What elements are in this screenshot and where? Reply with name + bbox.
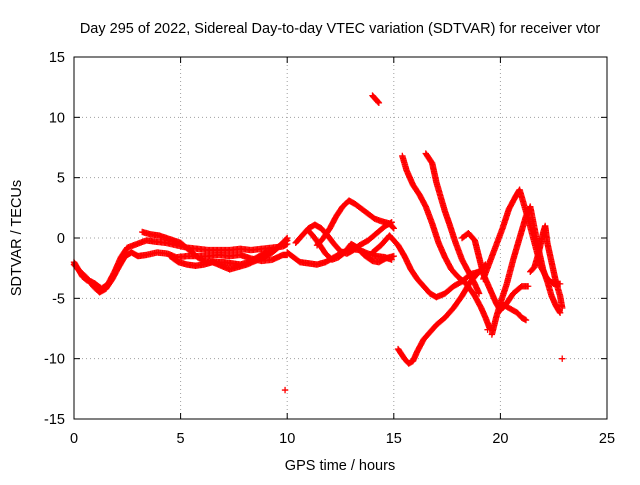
series-arc-10 (399, 152, 493, 332)
data-point (524, 283, 532, 290)
x-tick-label: 20 (492, 431, 508, 447)
x-tick-label: 0 (70, 431, 78, 447)
series-arc-8 (305, 227, 397, 266)
data-point (282, 238, 290, 245)
y-tick-label: 5 (57, 171, 65, 187)
data-point (389, 224, 397, 231)
series-arc-11 (422, 150, 483, 297)
data-point (281, 386, 289, 394)
y-tick-label: -10 (44, 352, 65, 368)
data-point (284, 237, 291, 244)
data-point (475, 290, 483, 297)
y-tick-label: -5 (52, 291, 65, 307)
x-tick-label: 5 (177, 431, 185, 447)
data-point (522, 316, 530, 324)
series-isolated (281, 92, 566, 394)
data-point (374, 98, 382, 106)
data-series (70, 92, 566, 394)
series-arc-17 (497, 299, 530, 324)
y-axis-label: SDTVAR / TECUs (9, 180, 25, 296)
series-arc-4 (166, 237, 291, 273)
data-point (559, 355, 566, 362)
x-tick-label: 10 (279, 431, 295, 447)
data-point (390, 252, 397, 260)
y-tick-label: -15 (44, 412, 65, 428)
x-tick-label: 15 (386, 431, 402, 447)
axis-ticks: 0 5 10 15 20 25 -15 -10 -5 0 5 10 15 (44, 50, 615, 447)
data-point (556, 309, 564, 317)
y-tick-label: 0 (57, 231, 65, 247)
series-arc-2 (70, 249, 291, 296)
data-point (484, 326, 491, 333)
data-point (390, 225, 397, 232)
series-arc-16 (527, 222, 566, 312)
data-point (559, 304, 566, 312)
x-axis-label: GPS time / hours (285, 458, 395, 474)
y-tick-label: 10 (49, 110, 65, 126)
x-tick-label: 25 (599, 431, 615, 447)
data-point (375, 99, 383, 107)
y-tick-label: 15 (49, 50, 65, 66)
series-arc-6 (292, 219, 395, 257)
chart-title: Day 295 of 2022, Sidereal Day-to-day VTE… (80, 21, 600, 37)
